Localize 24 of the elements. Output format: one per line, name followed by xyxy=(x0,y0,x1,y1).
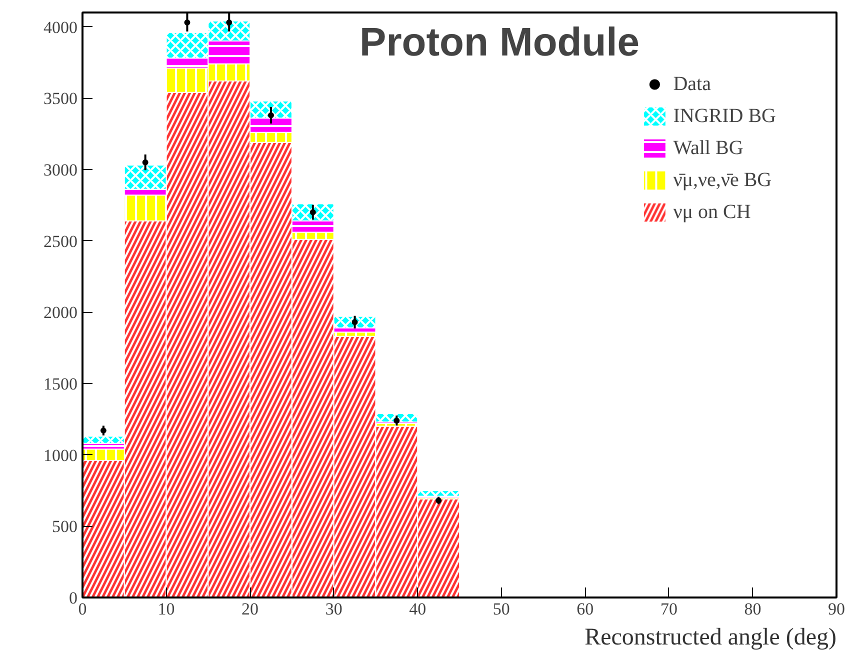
legend-label: Data xyxy=(673,72,711,96)
y-tick-label: 2000 xyxy=(44,303,78,322)
legend-label: ν̄μ,νe,ν̄e BG xyxy=(673,168,772,192)
x-tick-label: 20 xyxy=(242,600,259,618)
x-tick-label: 90 xyxy=(828,600,845,618)
y-tick-label: 3000 xyxy=(44,160,78,180)
y-tick-label: 1500 xyxy=(44,374,78,394)
x-tick-label: 70 xyxy=(660,600,678,618)
x-tick-label: 50 xyxy=(492,600,510,618)
x-tick-label: 60 xyxy=(576,600,594,618)
legend-label: νμ on CH xyxy=(673,200,751,224)
y-tick-label: 3500 xyxy=(44,89,78,108)
y-tick-label: 500 xyxy=(52,517,78,536)
x-axis-title: Reconstructed angle (deg) xyxy=(584,624,837,650)
legend-label: Wall BG xyxy=(673,136,744,160)
legend-label: INGRID BG xyxy=(673,104,776,128)
x-tick-label: 10 xyxy=(158,600,175,618)
x-tick-label: 80 xyxy=(744,600,762,618)
y-tick-label: 4000 xyxy=(44,18,78,37)
x-tick-label: 40 xyxy=(409,600,426,618)
x-tick-label: 30 xyxy=(325,600,342,618)
y-tick-label: 2500 xyxy=(44,232,78,251)
y-tick-label: 1000 xyxy=(44,446,78,465)
chart-title: Proton Module xyxy=(360,20,640,64)
